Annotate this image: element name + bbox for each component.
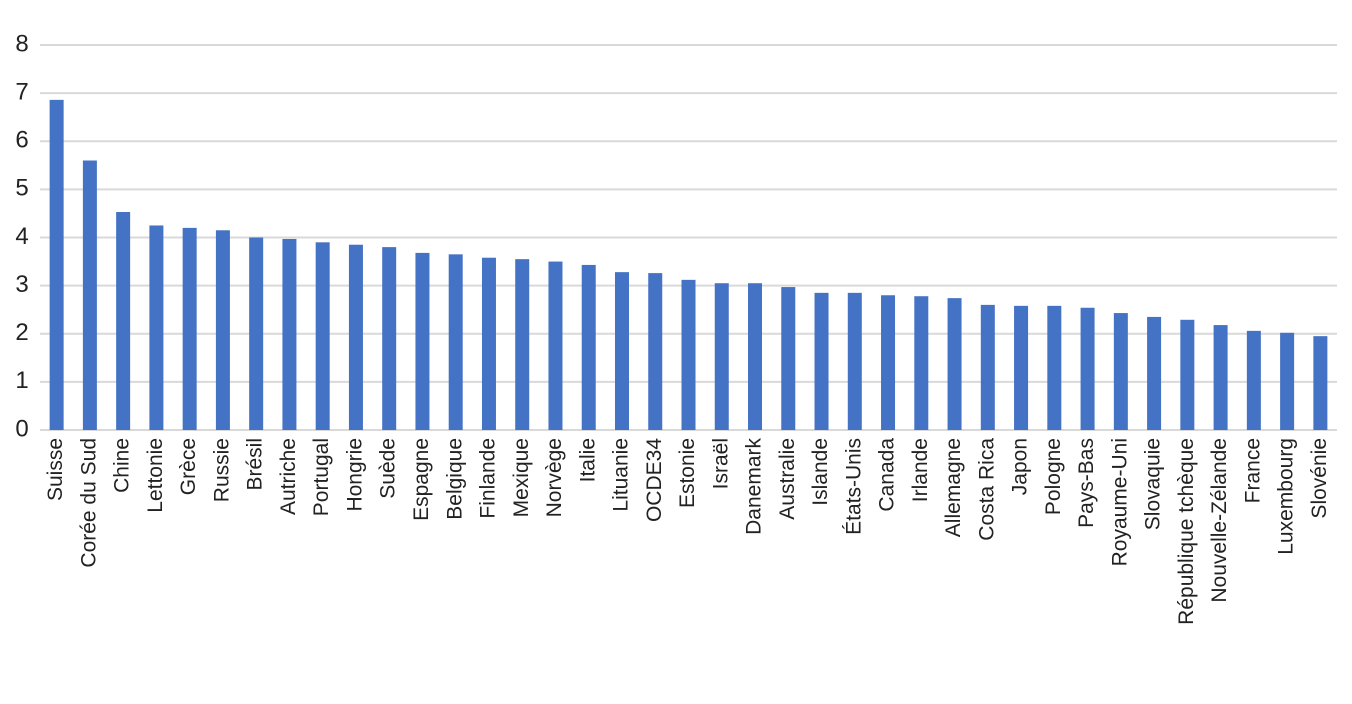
bar xyxy=(1014,305,1029,430)
bar xyxy=(614,272,629,430)
x-tick-label: Lituanie xyxy=(610,438,633,512)
x-tick-label: Costa Rica xyxy=(975,438,998,541)
x-tick-label: Hongrie xyxy=(343,438,366,512)
y-tick-label: 0 xyxy=(15,415,28,442)
bar xyxy=(215,230,230,430)
bar xyxy=(1047,305,1062,430)
y-tick-label: 1 xyxy=(15,367,28,394)
bar xyxy=(847,292,862,430)
x-tick-label: Lettonie xyxy=(144,438,167,513)
bar xyxy=(182,227,197,430)
x-tick-label: Nouvelle-Zélande xyxy=(1208,438,1231,603)
x-tick-label: Brésil xyxy=(244,438,267,491)
bar xyxy=(1113,313,1128,430)
x-tick-label: République tchèque xyxy=(1175,438,1198,625)
x-tick-label: Norvège xyxy=(543,438,566,517)
bar xyxy=(481,257,496,430)
bar xyxy=(448,254,463,430)
x-tick-label: Islande xyxy=(809,438,832,506)
y-tick-label: 6 xyxy=(15,127,28,154)
bar xyxy=(1246,330,1261,430)
x-tick-label: Canada xyxy=(876,438,899,512)
bar xyxy=(748,283,763,430)
x-tick-label: Luxembourg xyxy=(1275,438,1298,555)
x-tick-label: Pologne xyxy=(1042,438,1065,515)
bar xyxy=(82,160,97,430)
y-tick-label: 4 xyxy=(15,223,28,250)
bar xyxy=(415,252,430,430)
bar xyxy=(548,261,563,430)
x-tick-label: Italie xyxy=(576,438,599,482)
x-tick-label: Grèce xyxy=(177,438,200,495)
bar xyxy=(149,225,164,430)
bar xyxy=(282,238,297,430)
x-tick-label: États-Unis xyxy=(842,438,865,535)
x-tick-label: Suède xyxy=(377,438,400,499)
bar xyxy=(714,283,729,430)
bar xyxy=(249,237,264,430)
bar xyxy=(382,247,397,430)
x-tick-label: Mexique xyxy=(510,438,533,517)
bar xyxy=(1313,336,1328,430)
bar xyxy=(814,292,829,430)
x-tick-label: France xyxy=(1241,438,1264,503)
x-tick-label: Corée du Sud xyxy=(77,438,100,568)
y-tick-label: 8 xyxy=(15,30,28,57)
x-tick-label: Portugal xyxy=(310,438,333,516)
bar xyxy=(781,287,796,430)
bar xyxy=(1213,325,1228,430)
x-tick-label: Danemark xyxy=(743,438,766,535)
x-tick-label: Finlande xyxy=(477,438,500,519)
x-tick-label: OCDE34 xyxy=(643,438,666,522)
bar xyxy=(348,244,363,430)
bar xyxy=(49,99,64,431)
x-tick-label: Espagne xyxy=(410,438,433,521)
x-tick-label: Autriche xyxy=(277,438,300,515)
x-tick-label: Australie xyxy=(776,438,799,520)
x-tick-label: Japon xyxy=(1009,438,1032,495)
y-tick-label: 7 xyxy=(15,78,28,105)
x-tick-label: Estonie xyxy=(676,438,699,508)
y-tick-label: 2 xyxy=(15,319,28,346)
bar xyxy=(1280,332,1295,430)
bar xyxy=(1180,319,1195,430)
x-tick-label: Pays-Bas xyxy=(1075,438,1098,528)
x-tick-label: Chine xyxy=(111,438,134,493)
bar xyxy=(1080,307,1095,430)
x-tick-label: Suisse xyxy=(44,438,67,501)
y-tick-label: 5 xyxy=(15,175,28,202)
bar xyxy=(947,298,962,430)
bar xyxy=(648,273,663,430)
bar xyxy=(116,211,131,430)
x-tick-label: Belgique xyxy=(443,438,466,520)
bar xyxy=(315,242,330,430)
x-tick-label: Slovénie xyxy=(1308,438,1331,519)
bar xyxy=(980,304,995,430)
x-tick-label: Russie xyxy=(210,438,233,502)
x-tick-label: Irlande xyxy=(909,438,932,502)
y-tick-label: 3 xyxy=(15,271,28,298)
x-tick-label: Slovaquie xyxy=(1142,438,1165,530)
bar xyxy=(914,296,929,430)
bar xyxy=(1147,316,1162,430)
bar xyxy=(581,264,596,430)
bar xyxy=(681,279,696,430)
x-tick-label: Allemagne xyxy=(942,438,965,537)
x-tick-label: Israël xyxy=(709,438,732,489)
x-tick-label: Royaume-Uni xyxy=(1108,438,1131,566)
bar xyxy=(515,259,530,430)
bar xyxy=(881,295,896,430)
